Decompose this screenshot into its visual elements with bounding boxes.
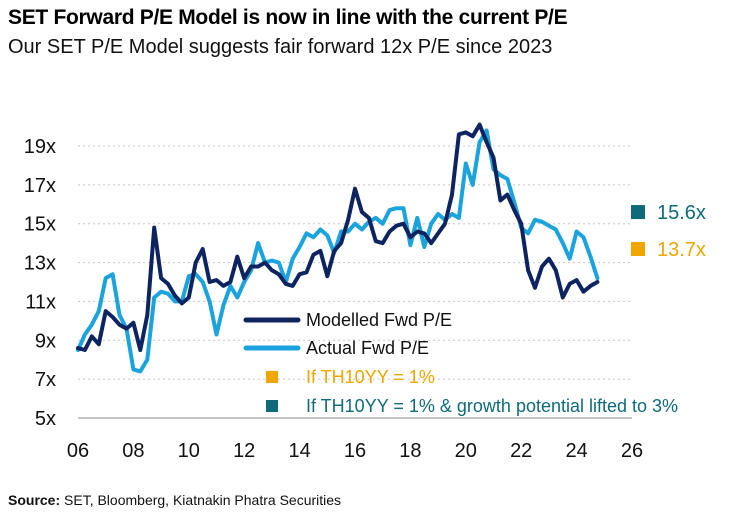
x-axis-ticks: 06 08 10 12 14 16 18 20 22 24 26 — [67, 440, 643, 462]
y-tick-label: 11x — [25, 291, 56, 313]
y-tick-label: 7x — [35, 369, 56, 391]
annotation-value-label: 15.6x — [657, 202, 706, 224]
x-tick-label: 10 — [178, 440, 200, 462]
x-tick-label: 08 — [122, 440, 144, 462]
y-tick-label: 19x — [24, 136, 56, 158]
legend-scenario-growth-label: If TH10YY = 1% & growth potential lifted… — [306, 396, 678, 416]
y-tick-label: 15x — [24, 214, 56, 236]
y-tick-label: 13x — [24, 253, 56, 275]
annotation-marker — [631, 241, 645, 256]
x-tick-label: 24 — [565, 440, 587, 462]
series-line-modelled — [76, 122, 600, 352]
x-tick-label: 16 — [344, 440, 366, 462]
x-tick-label: 20 — [455, 440, 477, 462]
annotation-value-label: 13.7x — [657, 239, 706, 261]
x-tick-label: 22 — [510, 440, 532, 462]
x-tick-label: 26 — [621, 440, 643, 462]
annotation-marker — [631, 205, 645, 220]
legend-scenario-1pct-swatch — [266, 371, 278, 383]
series-layer — [76, 122, 600, 374]
source-note: Source: SET, Bloomberg, Kiatnakin Phatra… — [8, 492, 341, 508]
y-tick-label: 9x — [35, 330, 56, 352]
y-tick-label: 17x — [24, 175, 56, 197]
legend: Modelled Fwd P/E Actual Fwd P/E If TH10YY … — [243, 310, 678, 416]
x-tick-label: 12 — [233, 440, 255, 462]
y-axis-ticks: 5x 7x 9x 11x 13x 15x 17x 19x — [24, 136, 56, 430]
legend-modelled-label: Modelled Fwd P/E — [306, 310, 452, 330]
pe-line-chart: 5x 7x 9x 11x 13x 15x 17x 19x 06 08 10 12 14 16 18 20 22… — [24, 122, 706, 462]
x-tick-label: 14 — [288, 440, 310, 462]
chart-title: SET Forward P/E Model is now in line wit… — [8, 6, 568, 29]
legend-scenario-growth-swatch — [266, 400, 278, 412]
source-text: SET, Bloomberg, Kiatnakin Phatra Securit… — [64, 492, 342, 508]
annotation-layer: 15.6x 13.7x — [631, 202, 706, 261]
y-tick-label: 5x — [35, 408, 56, 430]
legend-actual-label: Actual Fwd P/E — [306, 338, 429, 358]
x-tick-label: 18 — [399, 440, 421, 462]
chart-subtitle: Our SET P/E Model suggests fair forward … — [8, 36, 553, 58]
source-label: Source: — [8, 492, 61, 508]
legend-scenario-1pct-label: If TH10YY = 1% — [306, 367, 435, 387]
series-line-actual — [76, 128, 600, 374]
x-tick-label: 06 — [67, 440, 89, 462]
